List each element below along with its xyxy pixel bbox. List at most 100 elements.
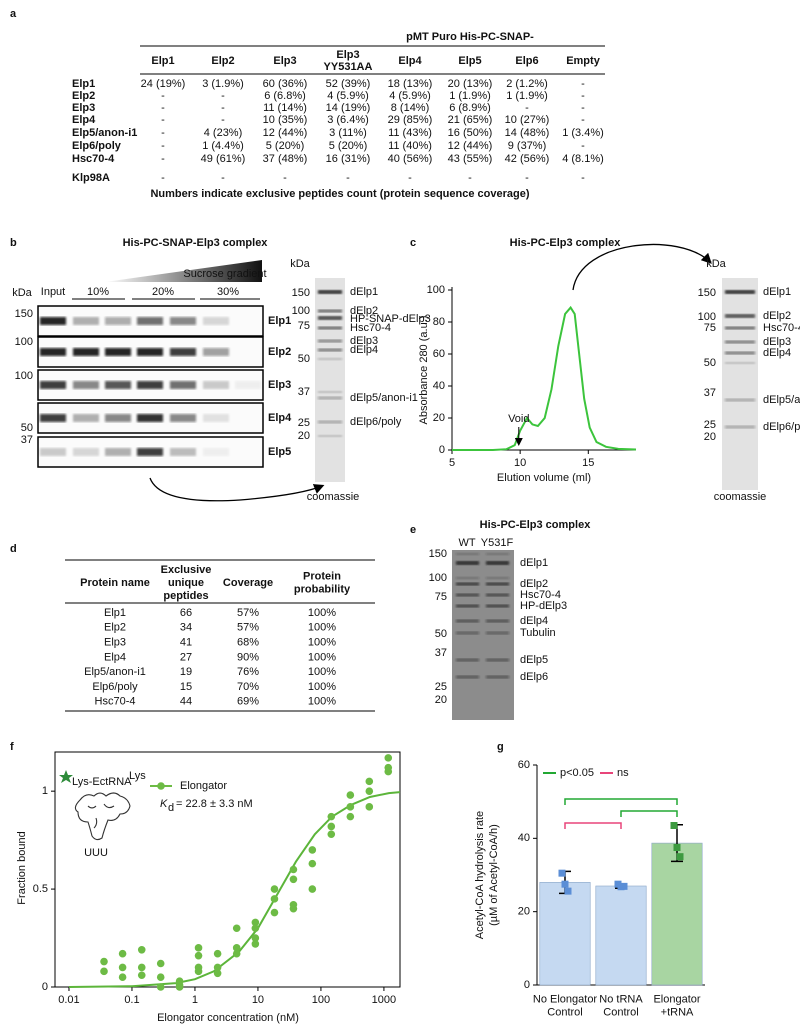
table-cell: 6 (6.8%) <box>264 90 306 102</box>
bar <box>651 842 703 986</box>
table-cell: 40 (56%) <box>388 153 433 165</box>
row-label: Elp1 <box>72 78 95 90</box>
table-cell: - <box>161 172 165 184</box>
table-cell: - <box>581 140 585 152</box>
marker-label: 50 <box>298 353 310 365</box>
gel-band <box>318 290 342 294</box>
row-label: Elp3 <box>72 102 95 114</box>
table-cell: 100% <box>308 607 336 619</box>
data-point <box>137 945 146 954</box>
table-cell: 12 (44%) <box>263 127 308 139</box>
gel-band <box>456 577 479 579</box>
data-point <box>137 971 146 980</box>
table-cell: 1 (1.9%) <box>449 90 491 102</box>
data-point <box>270 885 279 893</box>
gel-band <box>318 309 342 313</box>
blot-band <box>203 317 229 325</box>
blot-band <box>170 414 196 422</box>
table-cell: Elp3 <box>104 637 126 649</box>
x-tick-label: 10 <box>514 457 526 469</box>
panel-title: His-PC-SNAP-Elp3 complex <box>123 237 269 249</box>
table-cell: 21 (65%) <box>448 114 493 126</box>
panel-letter: b <box>10 237 17 249</box>
gel-band <box>486 561 509 565</box>
x-tick-label: 0.1 <box>124 994 139 1006</box>
table-cell: 15 <box>180 681 192 693</box>
table-note: Numbers indicate exclusive peptides coun… <box>150 188 529 200</box>
table-cell: 6 (8.9%) <box>449 102 491 114</box>
inset-label: Lys-EctRNA <box>72 776 132 788</box>
data-point <box>384 763 393 772</box>
gel-band <box>456 619 479 623</box>
x-axis-label: Elongator concentration (nM) <box>157 1012 299 1024</box>
marker-label: 50 <box>704 357 716 369</box>
blot-band <box>73 448 99 456</box>
table-cell: 18 (13%) <box>388 78 433 90</box>
data-point <box>194 967 203 976</box>
data-point <box>137 963 146 972</box>
table-cell: 41 <box>180 637 192 649</box>
table-cell: 57% <box>237 607 259 619</box>
panel-letter: d <box>10 543 17 555</box>
table-cell: Elp2 <box>104 622 126 634</box>
gel-band <box>725 314 755 318</box>
column-header: YY531AA <box>324 61 373 73</box>
bar <box>539 882 591 986</box>
marker-label: 100 <box>429 572 447 584</box>
table-cell: 100% <box>308 696 336 708</box>
table-cell: 90% <box>237 651 259 663</box>
table-cell: 66 <box>180 607 192 619</box>
legend-label: ns <box>617 767 629 779</box>
panel-letter: a <box>10 8 17 20</box>
column-header: Coverage <box>223 577 273 589</box>
column-header: Elp3 <box>273 55 296 67</box>
blot-band <box>170 348 196 356</box>
blot-band <box>73 414 99 422</box>
table-cell: Elp4 <box>104 651 126 663</box>
blot-label: Elp3 <box>268 379 291 391</box>
x-tick-label: Control <box>603 1006 638 1018</box>
blot-band <box>40 317 66 325</box>
kda-label: kDa <box>12 287 32 299</box>
marker-label: 50 <box>21 422 33 434</box>
gel-band <box>486 631 509 635</box>
data-point <box>100 957 108 966</box>
data-point <box>289 875 298 884</box>
x-tick-label: 10 <box>252 994 264 1006</box>
legend-label: p<0.05 <box>560 767 594 779</box>
data-point <box>346 803 355 811</box>
band-label: dElp1 <box>520 557 548 569</box>
gel-band <box>456 582 479 586</box>
table-cell: 11 (43%) <box>388 127 432 139</box>
marker-label: 100 <box>15 336 33 348</box>
marker-label: 100 <box>292 305 310 317</box>
blot-label: Elp4 <box>268 412 292 424</box>
blot-band <box>137 381 163 389</box>
lane-label: Input <box>41 286 65 298</box>
table-cell: 5 (20%) <box>329 140 368 152</box>
data-point <box>194 944 203 952</box>
gel-band <box>725 351 755 355</box>
data-point <box>270 895 279 903</box>
x-tick-label: Control <box>547 1006 582 1018</box>
column-header: peptides <box>163 590 208 602</box>
blot-band <box>235 317 261 325</box>
fit-value: = 22.8 ± 3.3 nM <box>176 798 253 810</box>
table-cell: 8 (14%) <box>391 102 430 114</box>
table-cell: 3 (1.9%) <box>202 78 244 90</box>
blot-band <box>203 448 229 456</box>
data-point <box>327 812 336 821</box>
marker-label: 50 <box>435 628 447 640</box>
table-cell: - <box>221 114 225 126</box>
table-cell: 4 (5.9%) <box>327 90 369 102</box>
band-label: dElp4 <box>520 615 548 627</box>
blot-band <box>105 414 131 422</box>
data-point <box>213 969 222 978</box>
data-point <box>251 934 260 942</box>
blot-band <box>170 317 196 325</box>
gel-band <box>318 358 342 360</box>
table-cell: 16 (50%) <box>448 127 493 139</box>
table-cell: Elp1 <box>104 607 126 619</box>
transfer-arrow <box>149 477 325 502</box>
